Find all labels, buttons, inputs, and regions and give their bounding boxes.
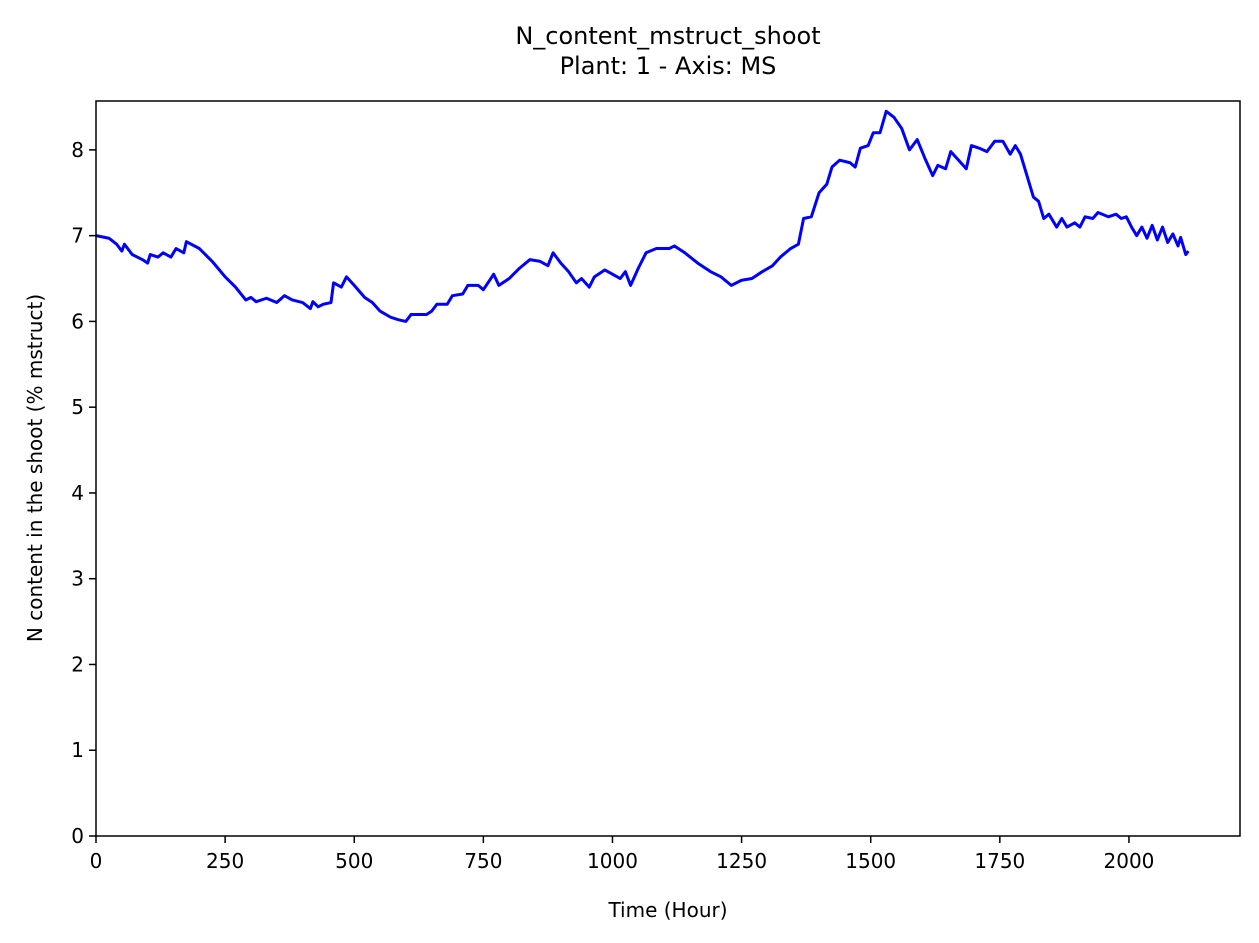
plot-frame [95,100,1241,837]
y-tick-label: 6 [71,309,84,333]
y-axis-label: N content in the shoot (% mstruct) [23,294,47,642]
x-tick-label: 1500 [845,849,896,873]
y-tick-label: 1 [71,738,84,762]
y-tick-label: 5 [71,395,84,419]
x-tick-label: 2000 [1104,849,1155,873]
y-tick-label: 0 [71,824,84,848]
x-tick-label: 750 [464,849,502,873]
x-tick-label: 1250 [716,849,767,873]
y-tick-label: 7 [71,224,84,248]
x-tick-label: 1750 [974,849,1025,873]
x-tick-label: 500 [335,849,373,873]
y-tick-label: 8 [71,138,84,162]
y-tick-label: 2 [71,652,84,676]
data-line [95,109,1190,323]
chart-subtitle: Plant: 1 - Axis: MS [560,52,777,80]
x-tick-label: 0 [90,849,103,873]
y-tick-label: 4 [71,481,84,505]
chart-title: N_content_mstruct_shoot [515,22,820,50]
x-tick-label: 250 [206,849,244,873]
x-tick-label: 1000 [587,849,638,873]
y-tick-label: 3 [71,567,84,591]
x-axis-label: Time (Hour) [607,898,727,922]
